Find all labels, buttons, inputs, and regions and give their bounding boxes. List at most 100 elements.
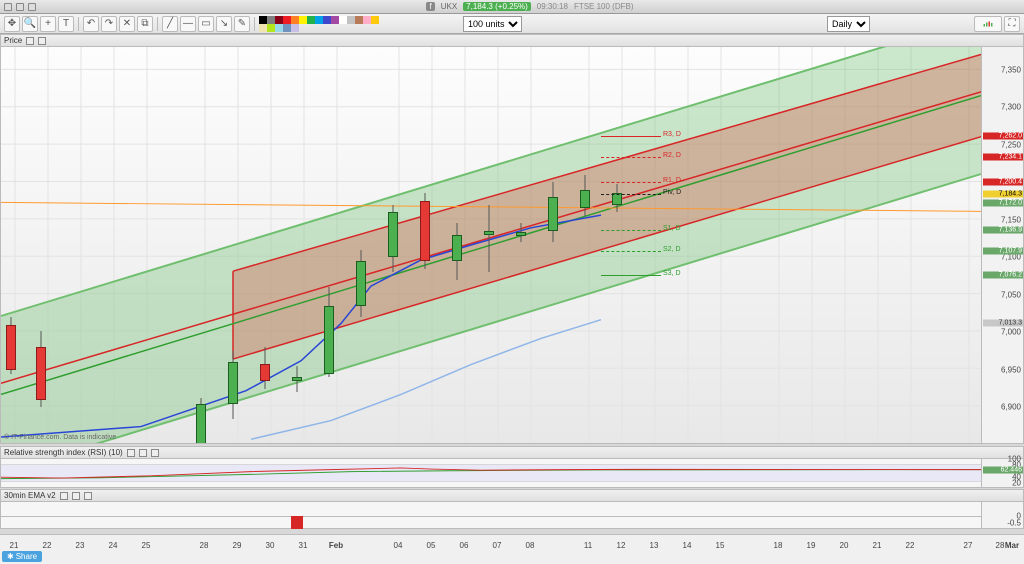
pane-title: Price [4,36,22,45]
palette-swatch[interactable] [299,16,307,24]
pane-title: Relative strength index (RSI) (10) [4,448,123,457]
candle[interactable] [547,182,559,242]
price-pane-header: Price [1,35,1023,47]
close-icon[interactable] [4,3,12,11]
palette-swatch[interactable] [371,16,379,24]
candle[interactable] [35,331,47,408]
crosshair-icon[interactable]: + [40,16,56,32]
candle[interactable] [323,287,335,377]
x-tick-label: 23 [76,541,85,550]
arrow-icon[interactable]: ↘ [216,16,232,32]
settings-icon[interactable] [60,492,68,500]
color-palette[interactable] [259,16,379,32]
price-pane-body[interactable]: R3, DR2, DR1, DPiv, DS1, DS2, DS3, D © I… [1,47,981,443]
palette-swatch[interactable] [355,16,363,24]
palette-swatch[interactable] [363,16,371,24]
price-marker: 7,234.1 [983,153,1023,160]
settings-icon[interactable] [127,449,135,457]
candle[interactable] [195,398,207,443]
y-tick-label: 7,350 [1001,65,1021,74]
pivot-label: S2, D [663,246,681,253]
rect-icon[interactable]: ▭ [198,16,214,32]
candle[interactable] [579,175,591,216]
trendline-icon[interactable]: ╱ [162,16,178,32]
price-marker: 7,136.9 [983,227,1023,234]
palette-swatch[interactable] [347,16,355,24]
rsi-y-axis: 20408010062.446 [981,459,1023,487]
chart-style-icon[interactable] [974,16,1002,32]
pane-title: 30min EMA v2 [4,491,56,500]
share-button[interactable]: ✱ Share [2,551,42,562]
palette-swatch[interactable] [291,24,299,32]
palette-swatch[interactable] [275,24,283,32]
x-tick-label: 13 [650,541,659,550]
close-pane-icon[interactable] [72,492,80,500]
pivot-line [601,251,661,252]
fullscreen-icon[interactable]: ⛶ [1004,16,1020,32]
candle[interactable] [291,366,303,392]
price-marker: 7,076.2 [983,272,1023,279]
candle[interactable] [515,223,527,242]
palette-swatch[interactable] [259,16,267,24]
symbol-pill: f [426,2,434,11]
copyright-label: © IT-Finance.com. Data is indicative [4,434,116,441]
palette-swatch[interactable] [323,16,331,24]
palette-swatch[interactable] [259,24,267,32]
palette-swatch[interactable] [331,16,339,24]
candle[interactable] [259,347,271,388]
cursor-icon[interactable]: ✥ [4,16,20,32]
palette-swatch[interactable] [267,24,275,32]
ema-body[interactable] [1,502,981,528]
text-icon[interactable]: T [58,16,74,32]
candle[interactable] [227,351,239,419]
palette-swatch[interactable] [283,16,291,24]
pencil-icon[interactable]: ✎ [234,16,250,32]
palette-swatch[interactable] [267,16,275,24]
main-toolbar: ✥ 🔍 + T ↶ ↷ ✕ ⧉ ╱ — ▭ ↘ ✎ 100 units Dail… [0,14,1024,34]
x-tick-label: 31 [299,541,308,550]
hline-icon[interactable]: — [180,16,196,32]
x-tick-label: 27 [964,541,973,550]
candle[interactable] [387,205,399,273]
y-tick-label: 7,300 [1001,103,1021,112]
expand-icon[interactable] [38,37,46,45]
maximize-icon[interactable] [28,3,36,11]
y-tick-label: 7,000 [1001,328,1021,337]
candle[interactable] [419,193,431,268]
y-tick-label: 40 [1012,473,1021,482]
x-tick-label: 21 [873,541,882,550]
undo-icon[interactable]: ↶ [83,16,99,32]
palette-swatch[interactable] [315,16,323,24]
delete-icon[interactable]: ✕ [119,16,135,32]
close-pane-icon[interactable] [139,449,147,457]
palette-swatch[interactable] [307,16,315,24]
palette-swatch[interactable] [339,16,347,24]
candle[interactable] [611,184,623,213]
candle[interactable] [5,317,17,373]
x-tick-label: 11 [584,541,592,550]
expand-icon[interactable] [151,449,159,457]
duplicate-icon[interactable]: ⧉ [137,16,153,32]
x-tick-label: 15 [716,541,725,550]
candle[interactable] [483,205,495,273]
zoom-icon[interactable]: 🔍 [22,16,38,32]
share-label: Share [16,552,37,561]
pivot-label: Piv, D [663,189,681,196]
price-marker: 7,184.3 [983,191,1023,198]
y-tick-label: 100 [1008,455,1021,464]
minimize-icon[interactable] [16,3,24,11]
units-select[interactable]: 100 units [463,16,522,32]
x-tick-label: 12 [617,541,626,550]
palette-swatch[interactable] [291,16,299,24]
redo-icon[interactable]: ↷ [101,16,117,32]
settings-icon[interactable] [26,37,34,45]
palette-swatch[interactable] [283,24,291,32]
x-tick-label: 18 [774,541,783,550]
rsi-body[interactable] [1,459,981,487]
candle[interactable] [355,250,367,318]
palette-swatch[interactable] [275,16,283,24]
candle[interactable] [451,223,463,279]
expand-icon[interactable] [84,492,92,500]
timeframe-select[interactable]: Daily [827,16,870,32]
x-tick-label: 25 [142,541,151,550]
